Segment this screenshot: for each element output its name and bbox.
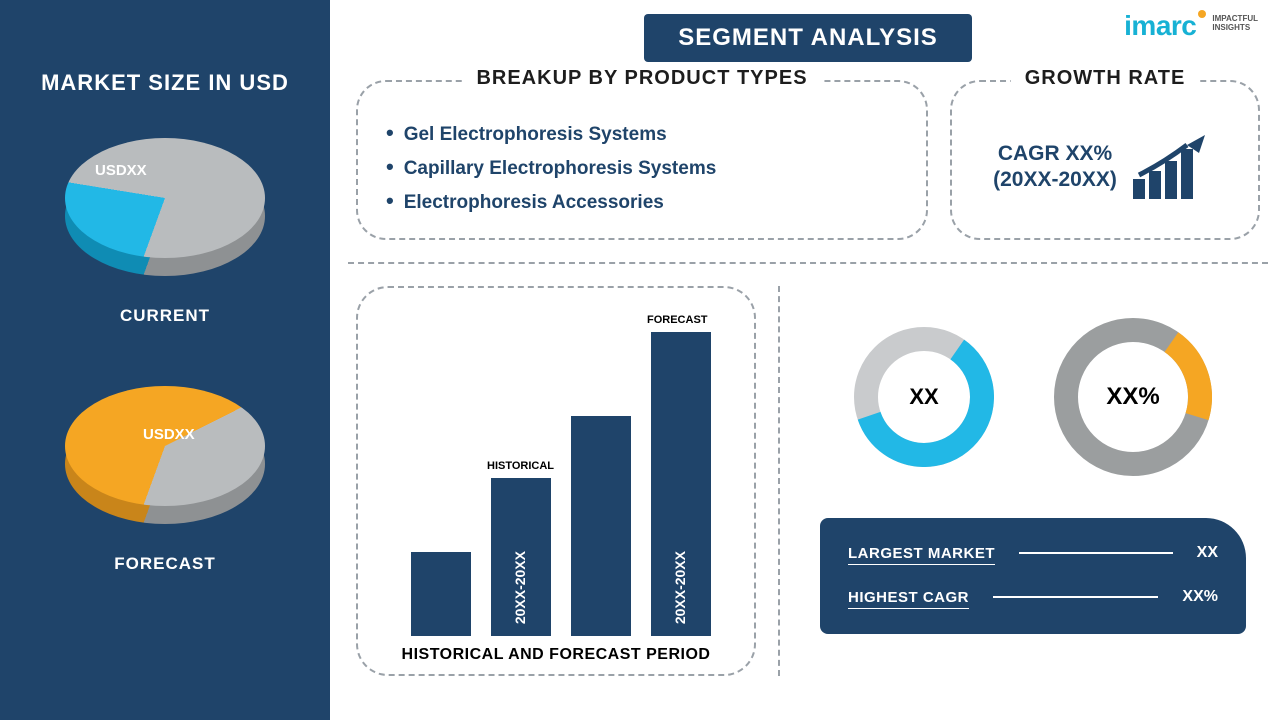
breakup-panel: BREAKUP BY PRODUCT TYPES Gel Electrophor… bbox=[356, 80, 928, 240]
pie-forecast-chart: USDXX bbox=[45, 366, 285, 536]
breakup-item: Electrophoresis Accessories bbox=[386, 184, 898, 218]
breakup-item: Gel Electrophoresis Systems bbox=[386, 116, 898, 150]
metric-value: XX% bbox=[1182, 588, 1218, 606]
pie-current-chart: USDXX bbox=[45, 118, 285, 288]
pie-current-value: USDXX bbox=[95, 162, 147, 179]
bar-top-label: FORECAST bbox=[647, 314, 708, 326]
main: imarc IMPACTFUL INSIGHTS SEGMENT ANALYSI… bbox=[330, 0, 1280, 720]
bar bbox=[411, 552, 471, 636]
donuts-row: XX XX% bbox=[820, 318, 1246, 476]
stat-block: XX XX% LARGEST MARKET XX HIGHEST CAGR XX% bbox=[778, 286, 1268, 676]
pie-forecast-caption: FORECAST bbox=[114, 554, 216, 574]
bar-side-label: 20XX-20XX bbox=[512, 551, 528, 624]
donut-right: XX% bbox=[1054, 318, 1212, 476]
brand-logo-text: imarc bbox=[1124, 10, 1206, 42]
bars-panel: HISTORICAL 20XX-20XX FORECAST 20XX-20XX HIS… bbox=[356, 286, 756, 676]
brand-tagline: IMPACTFUL INSIGHTS bbox=[1212, 14, 1258, 32]
growth-chart-icon bbox=[1133, 135, 1217, 199]
metric-line bbox=[1019, 552, 1173, 554]
donut-center: XX% bbox=[1054, 318, 1212, 476]
bar bbox=[571, 416, 631, 636]
metric-row: HIGHEST CAGR XX% bbox=[848, 588, 1218, 606]
sidebar-heading: MARKET SIZE IN USD bbox=[41, 70, 289, 96]
pie-forecast-value: USDXX bbox=[143, 426, 195, 443]
brand-tagline-2: INSIGHTS bbox=[1212, 23, 1258, 32]
metric-card: LARGEST MARKET XX HIGHEST CAGR XX% bbox=[820, 518, 1246, 634]
bars-caption: HISTORICAL AND FORECAST PERIOD bbox=[402, 646, 711, 664]
growth-panel: GROWTH RATE CAGR XX% (20XX-20XX) bbox=[950, 80, 1260, 240]
pie-current-caption: CURRENT bbox=[120, 306, 210, 326]
sidebar: MARKET SIZE IN USD USDXX CURRENT USDXX F… bbox=[0, 0, 330, 720]
page-title: SEGMENT ANALYSIS bbox=[644, 14, 972, 62]
bars-chart: HISTORICAL 20XX-20XX FORECAST 20XX-20XX bbox=[391, 306, 721, 636]
brand-tagline-1: IMPACTFUL bbox=[1212, 14, 1258, 23]
bar-side-label: 20XX-20XX bbox=[672, 551, 688, 624]
growth-text: CAGR XX% (20XX-20XX) bbox=[993, 141, 1117, 194]
donut-left: XX bbox=[854, 327, 994, 467]
pie-current: USDXX CURRENT bbox=[45, 118, 285, 326]
growth-line2: (20XX-20XX) bbox=[993, 167, 1117, 193]
divider bbox=[348, 262, 1268, 264]
metric-label: HIGHEST CAGR bbox=[848, 589, 969, 606]
metric-line bbox=[993, 596, 1158, 598]
breakup-item: Capillary Electrophoresis Systems bbox=[386, 150, 898, 184]
breakup-title: BREAKUP BY PRODUCT TYPES bbox=[462, 67, 821, 90]
brand-logo: imarc IMPACTFUL INSIGHTS bbox=[1124, 10, 1258, 42]
growth-title: GROWTH RATE bbox=[1011, 67, 1200, 90]
metric-value: XX bbox=[1197, 544, 1218, 562]
bar-top-label: HISTORICAL bbox=[487, 460, 554, 472]
donut-center: XX bbox=[854, 327, 994, 467]
metric-row: LARGEST MARKET XX bbox=[848, 544, 1218, 562]
pie-forecast: USDXX FORECAST bbox=[45, 366, 285, 574]
breakup-list: Gel Electrophoresis SystemsCapillary Ele… bbox=[386, 116, 898, 218]
growth-line1: CAGR XX% bbox=[993, 141, 1117, 167]
metric-label: LARGEST MARKET bbox=[848, 545, 995, 562]
